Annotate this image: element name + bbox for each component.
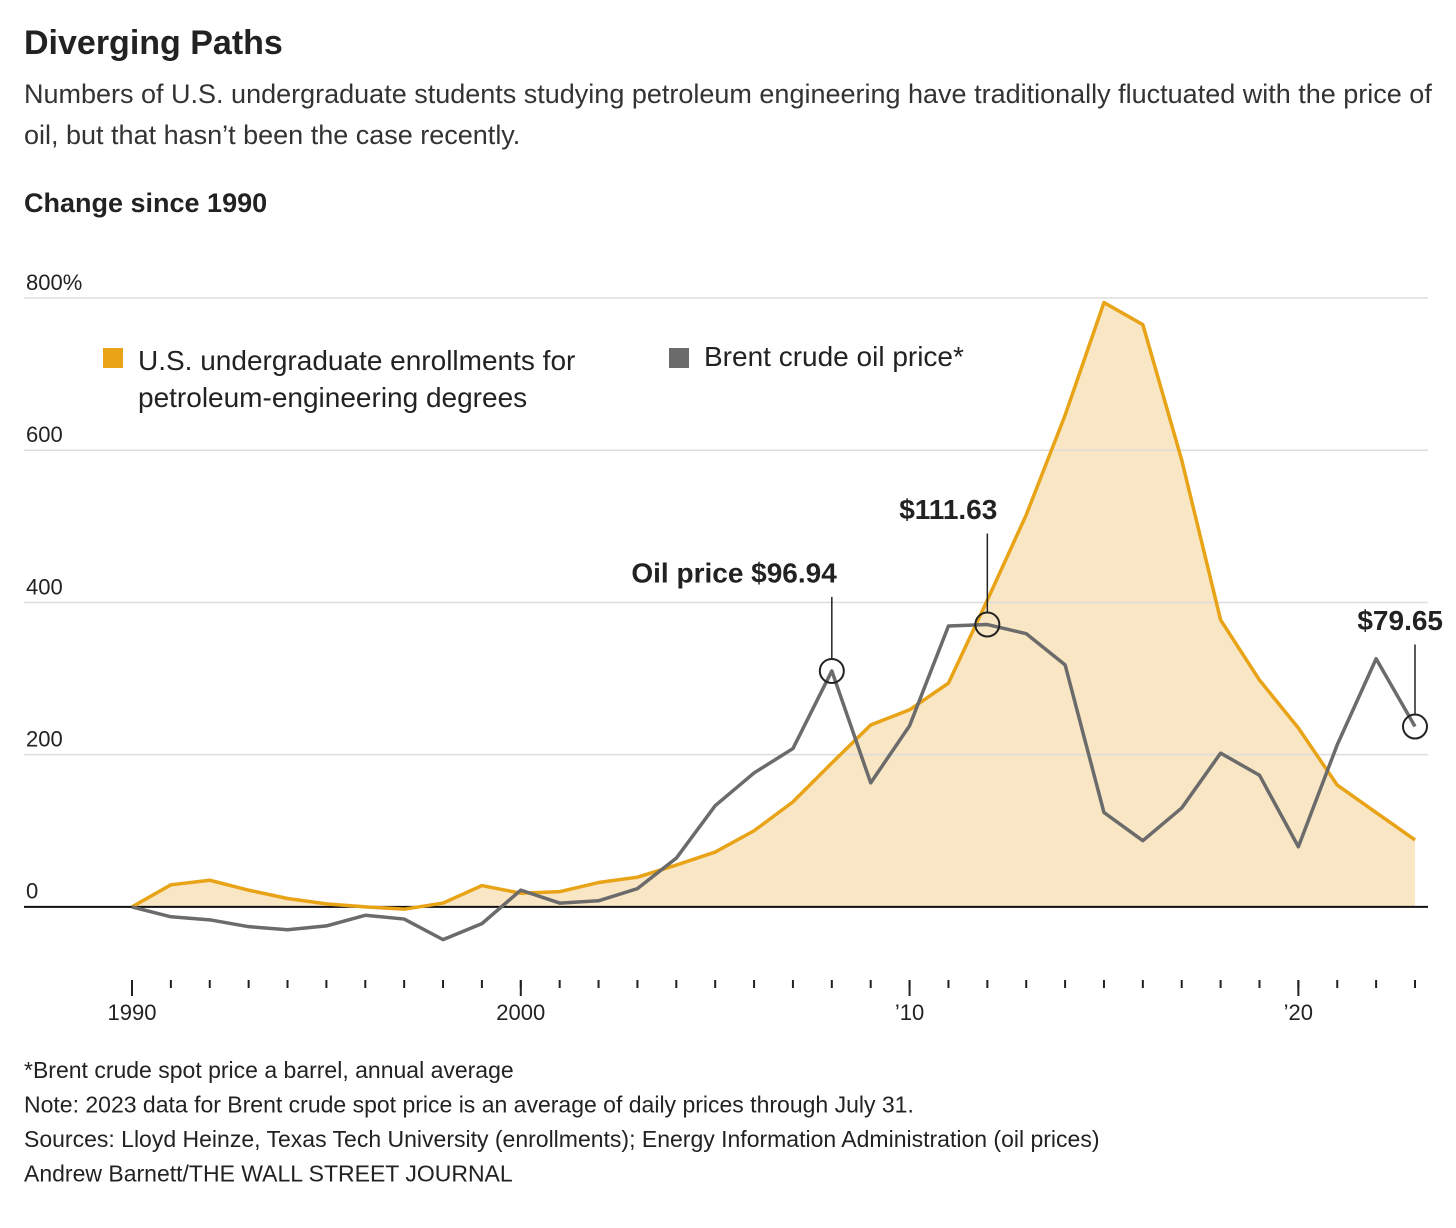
y-tick-label: 400 [26,574,63,599]
footnote: Andrew Barnett/THE WALL STREET JOURNAL [24,1161,513,1187]
x-tick-label: 2000 [496,1000,545,1025]
subtitle: Numbers of U.S. undergraduate students s… [24,79,1432,150]
legend-swatch [669,348,689,368]
chart-title: Diverging Paths [24,24,283,62]
y-tick-label: 600 [26,422,63,447]
annotation-label: Oil price $96.94 [631,557,837,588]
x-tick-label: ’20 [1284,1000,1313,1025]
annotation-label: $79.65 [1357,605,1443,636]
x-tick-label: 1990 [108,1000,157,1025]
y-tick-label: 200 [26,726,63,751]
footnote: Note: 2023 data for Brent crude spot pri… [24,1092,914,1118]
legend-label: Brent crude oil price* [704,341,964,372]
annotation-label: $111.63 [899,494,997,525]
legend-swatch [103,348,123,368]
x-tick-label: ’10 [895,1000,924,1025]
y-tick-label: 800% [26,270,82,295]
y-tick-label: 0 [26,879,38,904]
footnote: *Brent crude spot price a barrel, annual… [24,1057,514,1083]
line [131,622,1417,942]
area [132,302,1415,910]
legend-label: U.S. undergraduate enrollments for petro… [138,345,576,413]
y-axis-label: Change since 1990 [24,188,267,218]
line [131,300,1417,911]
footnote: Sources: Lloyd Heinze, Texas Tech Univer… [24,1126,1100,1152]
